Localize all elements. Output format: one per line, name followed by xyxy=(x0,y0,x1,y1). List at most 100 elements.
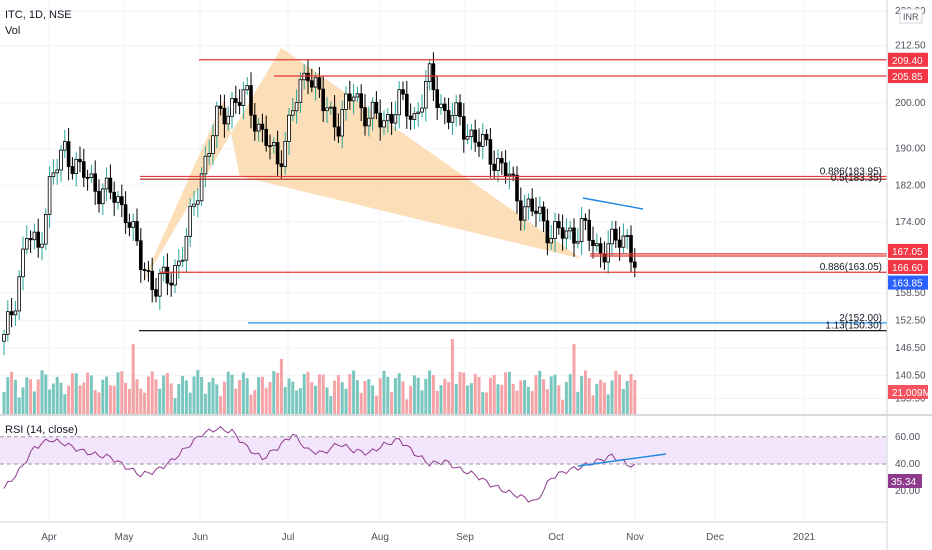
volume-bar xyxy=(317,374,321,414)
candle-body xyxy=(24,238,29,250)
price-tick: 158.50 xyxy=(895,288,926,299)
candle-body xyxy=(66,141,71,168)
volume-bar xyxy=(325,387,329,414)
candle-body xyxy=(241,89,246,106)
volume-bar xyxy=(409,385,413,414)
volume-bar xyxy=(74,373,78,414)
candle-body xyxy=(397,89,401,116)
currency-box[interactable] xyxy=(899,8,923,24)
volume-bar xyxy=(530,391,534,414)
price-badge xyxy=(888,259,928,274)
volume-bar xyxy=(207,382,211,414)
fib-label-163: 0.886(163.05) xyxy=(820,262,882,273)
volume-bar xyxy=(614,370,618,414)
volume-bar xyxy=(439,385,443,414)
volume-bar xyxy=(625,380,629,414)
volume-bar xyxy=(260,376,264,414)
candle-body xyxy=(332,106,337,128)
volume-bar xyxy=(89,375,93,414)
candle-body xyxy=(290,110,295,116)
candle-body xyxy=(572,227,576,244)
volume-bar xyxy=(416,377,420,414)
price-badge-text: 163.85 xyxy=(892,279,923,290)
volume-bar xyxy=(127,389,131,414)
annotations: 0.886(183.95)0.5(183.35) 0.886(163.05) 2(1… xyxy=(820,166,882,331)
price-tick: 146.50 xyxy=(895,343,926,354)
volume-bar xyxy=(173,398,177,414)
volume-bar xyxy=(549,376,553,414)
candle-body xyxy=(416,111,420,114)
candle-body xyxy=(78,158,82,163)
volume-bar xyxy=(120,371,124,414)
price-tick: 174.00 xyxy=(895,217,926,228)
candle-body xyxy=(123,204,128,224)
candle-body xyxy=(610,228,614,245)
volume-bar xyxy=(215,384,219,414)
volume-bar xyxy=(473,373,477,414)
volume-bar xyxy=(287,378,291,414)
volume-bar xyxy=(435,390,439,414)
volume-bar xyxy=(485,392,489,414)
candle-body xyxy=(180,259,185,262)
volume-bar xyxy=(591,395,595,414)
volume-bar xyxy=(618,374,622,414)
candle-body xyxy=(420,107,424,113)
volume-bar xyxy=(279,359,283,414)
candle-body xyxy=(591,240,595,247)
time-tick: Apr xyxy=(41,532,57,543)
volume-bar xyxy=(238,379,242,414)
volume-bar xyxy=(283,386,287,414)
volume-bar xyxy=(6,377,10,414)
volume-bar xyxy=(352,370,356,414)
candle-body xyxy=(633,261,637,268)
candle-body xyxy=(40,243,44,248)
candle-body xyxy=(458,102,462,117)
volume-bar xyxy=(70,373,74,414)
volume-bar xyxy=(226,371,230,414)
candle-body xyxy=(530,198,534,212)
candle-body xyxy=(211,135,215,154)
candle-body xyxy=(450,115,455,123)
volume-bar xyxy=(378,378,382,414)
price-axis[interactable]: 220.00212.50200.00190.00182.00174.00158.… xyxy=(888,6,931,497)
target-label-152: 2(152.00) xyxy=(839,313,882,324)
candle-body xyxy=(496,158,500,171)
time-axis[interactable]: Apr May Jun Jul Aug Sep Oct Nov Dec 2021 xyxy=(41,532,815,543)
candle-body xyxy=(287,114,291,142)
volume-bar xyxy=(150,371,154,414)
volume-bar xyxy=(420,390,424,414)
volume-bar xyxy=(382,370,386,414)
volume-bar xyxy=(572,344,576,414)
candle-body xyxy=(127,222,132,228)
candle-body xyxy=(13,310,18,316)
volume-bar xyxy=(359,392,363,414)
candle-body xyxy=(85,176,90,179)
volume-bar xyxy=(500,384,504,414)
volume-bar xyxy=(374,395,378,414)
candle-body xyxy=(195,200,200,205)
volume-bar xyxy=(333,380,337,414)
volume-bar xyxy=(610,380,614,414)
volume-bar xyxy=(135,379,139,414)
price-tick: 212.50 xyxy=(895,41,926,52)
time-tick: Aug xyxy=(371,532,389,543)
volume-bar xyxy=(393,377,397,414)
candle-body xyxy=(389,114,394,124)
candle-body xyxy=(583,218,588,221)
candle-body xyxy=(6,311,10,335)
volume-bar xyxy=(211,377,215,414)
candle-body xyxy=(176,260,181,266)
candle-body xyxy=(541,206,546,222)
candle-body xyxy=(89,173,94,178)
volume-bar xyxy=(21,387,25,414)
volume-bar xyxy=(557,385,561,414)
volume-bar xyxy=(447,381,451,414)
candle-body xyxy=(192,203,196,207)
volume-bar xyxy=(154,379,158,414)
volume-bar xyxy=(511,383,515,414)
volume-bar xyxy=(192,376,196,414)
candle-body xyxy=(595,243,599,247)
volume-bar xyxy=(458,372,462,414)
